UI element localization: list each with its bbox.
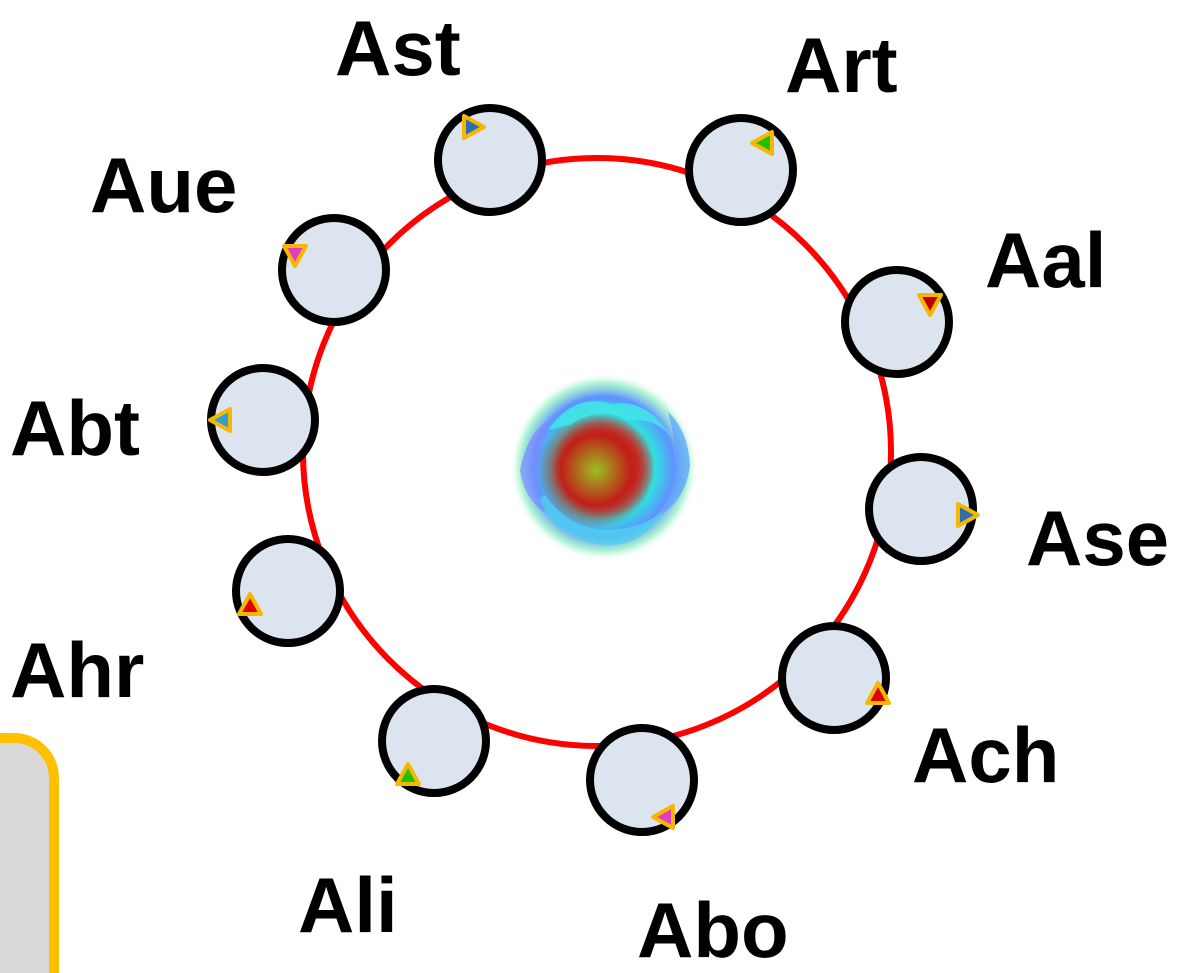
node-circle-aue — [278, 214, 390, 326]
node-marker-ast — [462, 114, 486, 140]
node-label-ali: Ali — [298, 861, 398, 949]
node-circle-ahr — [232, 535, 344, 647]
node-marker-abo — [651, 804, 675, 830]
node-label-ase: Ase — [1026, 494, 1169, 582]
node-label-art: Art — [785, 21, 898, 109]
side-panel — [0, 733, 59, 973]
node-circle-aal — [841, 266, 953, 378]
node-circle-ali — [378, 685, 490, 797]
node-label-ahr: Ahr — [10, 626, 144, 714]
node-marker-ach — [865, 681, 891, 705]
node-label-aue: Aue — [90, 141, 237, 229]
node-label-ach: Ach — [912, 711, 1059, 799]
node-marker-aue — [282, 244, 308, 268]
node-marker-ase — [956, 502, 980, 528]
node-marker-ahr — [237, 592, 263, 616]
node-labels: Ast Art Aal Ase Ach Abo Ali Ahr Abt Aue — [10, 4, 1169, 973]
node-label-abo: Abo — [637, 886, 789, 973]
node-label-aal: Aal — [985, 216, 1106, 304]
node-label-ast: Ast — [335, 4, 461, 92]
center-flower-image — [510, 373, 698, 561]
node-circle-art — [685, 114, 797, 226]
node-group — [207, 104, 980, 836]
node-label-abt: Abt — [10, 384, 140, 472]
node-circle-ast — [434, 104, 546, 216]
node-circle-ach — [778, 622, 890, 734]
node-circle-ase — [865, 453, 977, 565]
node-marker-aal — [917, 293, 943, 317]
node-circle-abo — [586, 724, 698, 836]
node-marker-abt — [208, 407, 232, 433]
node-marker-ali — [395, 762, 421, 786]
node-marker-art — [750, 130, 774, 156]
